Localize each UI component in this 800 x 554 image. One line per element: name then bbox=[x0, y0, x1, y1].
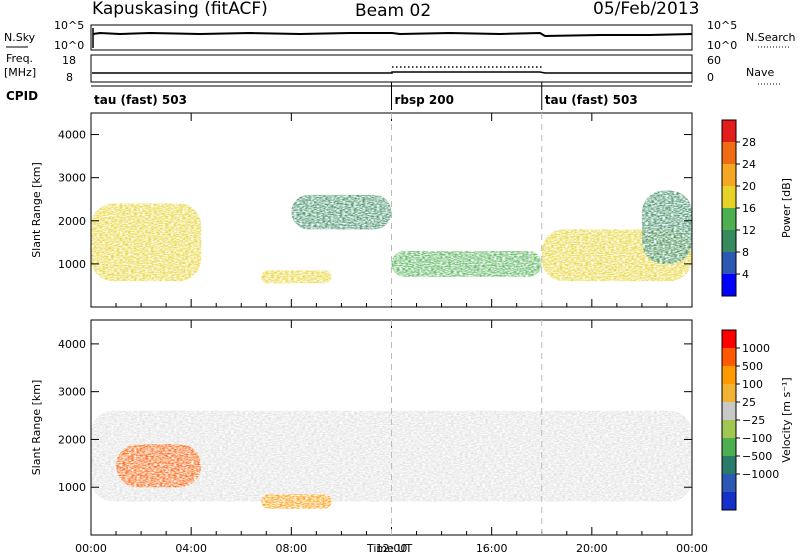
colorbar-swatch bbox=[722, 164, 736, 186]
x-tick-label: 00:00 bbox=[75, 542, 107, 554]
colorbar-tick-label: 25 bbox=[742, 396, 756, 409]
y-tick-label: 1000 bbox=[58, 481, 86, 494]
nsky-panel bbox=[90, 24, 693, 51]
nave-tick-top: 60 bbox=[707, 54, 721, 67]
x-tick-label: 04:00 bbox=[175, 542, 207, 554]
nsearch-label: N.Search bbox=[746, 31, 796, 44]
x-tick-label: 16:00 bbox=[476, 542, 508, 554]
colorbar-swatch bbox=[722, 120, 736, 142]
colorbar-tick-label: 24 bbox=[742, 158, 756, 171]
date-title: 05/Feb/2013 bbox=[593, 0, 699, 19]
colorbar-swatch bbox=[722, 384, 736, 402]
colorbar-swatch bbox=[722, 330, 736, 348]
colorbar-swatch bbox=[722, 402, 736, 420]
colorbar-swatch bbox=[722, 274, 736, 296]
x-tick-label: 00:00 bbox=[676, 542, 708, 554]
site-title: Kapuskasing (fitACF) bbox=[92, 0, 268, 19]
x-axis-label: Time UT bbox=[366, 542, 412, 554]
nave-label: Nave bbox=[746, 66, 774, 79]
y-tick-label: 2000 bbox=[58, 215, 86, 228]
cpid-row: tau (fast) 503 rbsp 200 tau (fast) 503 bbox=[91, 82, 692, 110]
colorbar-tick-label: −1000 bbox=[742, 468, 779, 481]
nsearch-tick-top: 10^5 bbox=[707, 19, 737, 32]
colorbar-tick-label: 16 bbox=[742, 202, 756, 215]
colorbar-label: Velocity [m s⁻¹] bbox=[780, 377, 793, 462]
y-tick-label: 3000 bbox=[58, 172, 86, 185]
x-tick-label: 20:00 bbox=[576, 542, 608, 554]
cpid-segment-label: rbsp 200 bbox=[395, 93, 454, 107]
y-tick-label: 1000 bbox=[58, 258, 86, 271]
colorbar-tick-label: −500 bbox=[742, 450, 772, 463]
colorbar-swatch bbox=[722, 438, 736, 456]
y-tick-label: 2000 bbox=[58, 433, 86, 446]
colorbar-tick-label: 8 bbox=[742, 246, 749, 259]
colorbar-tick-label: 20 bbox=[742, 180, 756, 193]
beam-title: Beam 02 bbox=[355, 1, 431, 21]
power-region bbox=[391, 250, 542, 277]
colorbar-tick-label: 500 bbox=[742, 360, 763, 373]
y-tick-label: 3000 bbox=[58, 386, 86, 399]
nsky-label: N.Sky bbox=[4, 31, 36, 44]
colorbar-swatch bbox=[722, 230, 736, 252]
freq-tick-top: 18 bbox=[62, 54, 76, 67]
nsky-trace bbox=[92, 31, 693, 38]
colorbar-swatch bbox=[722, 208, 736, 230]
y-axis-label: Slant Range [km] bbox=[30, 162, 43, 258]
power-colorbar: 4 8 12 16 20 24 28 Power [dB] bbox=[721, 119, 793, 297]
velocity-region bbox=[261, 494, 332, 509]
colorbar-swatch bbox=[722, 186, 736, 208]
freq-tick-bottom: 8 bbox=[66, 71, 73, 84]
colorbar-tick-label: 12 bbox=[742, 224, 756, 237]
y-tick-label: 4000 bbox=[58, 338, 86, 351]
nsky-tick-top: 10^5 bbox=[54, 19, 84, 32]
nsky-tick-bottom: 10^0 bbox=[54, 39, 84, 52]
x-tick-label: 12:00 bbox=[376, 542, 408, 554]
colorbar-tick-label: 28 bbox=[742, 136, 756, 149]
colorbar-tick-label: −25 bbox=[742, 414, 765, 427]
freq-unit: [MHz] bbox=[4, 66, 36, 79]
colorbar-tick-label: 100 bbox=[742, 378, 763, 391]
power-region bbox=[291, 194, 392, 230]
nsearch-tick-bottom: 10^0 bbox=[707, 39, 737, 52]
freq-trace bbox=[92, 71, 692, 74]
colorbar-swatch bbox=[722, 492, 736, 510]
colorbar-swatch bbox=[722, 142, 736, 164]
cpid-segment-label: tau (fast) 503 bbox=[94, 93, 187, 107]
cpid-segment-label: tau (fast) 503 bbox=[545, 93, 638, 107]
cpid-label: CPID bbox=[6, 89, 38, 103]
velocity-heatmap: 00:00 04:00 08:00 12:00 16:00 20:00 00:00 1000 2… bbox=[30, 319, 708, 554]
x-tick-label: 08:00 bbox=[275, 542, 307, 554]
power-region bbox=[91, 203, 202, 282]
colorbar-swatch bbox=[722, 366, 736, 384]
colorbar-label: Power [dB] bbox=[780, 178, 793, 238]
colorbar-swatch bbox=[722, 420, 736, 438]
colorbar-tick-label: 4 bbox=[742, 268, 749, 281]
velocity-region bbox=[116, 444, 202, 488]
colorbar-tick-label: 1000 bbox=[742, 342, 770, 355]
y-tick-label: 4000 bbox=[58, 129, 86, 142]
y-axis-label: Slant Range [km] bbox=[30, 380, 43, 476]
freq-label: Freq. bbox=[6, 52, 33, 65]
colorbar-swatch bbox=[722, 348, 736, 366]
freq-panel bbox=[90, 54, 693, 83]
colorbar-swatch bbox=[722, 474, 736, 492]
colorbar-swatch bbox=[722, 456, 736, 474]
power-region bbox=[261, 270, 332, 284]
colorbar-tick-label: −100 bbox=[742, 432, 772, 445]
power-heatmap: 1000 2000 3000 4000 Slant Range [km] bbox=[30, 112, 693, 308]
colorbar-swatch bbox=[722, 252, 736, 274]
nave-tick-bottom: 0 bbox=[707, 71, 714, 84]
power-region bbox=[641, 190, 692, 264]
